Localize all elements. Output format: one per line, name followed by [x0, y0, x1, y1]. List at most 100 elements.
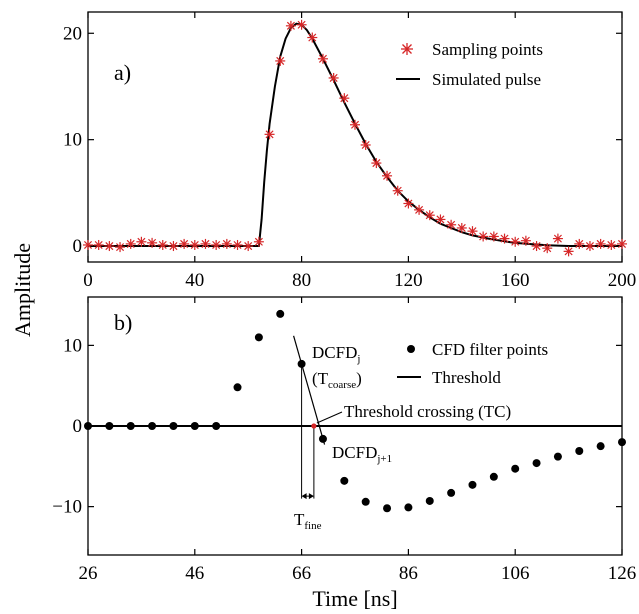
cfd-filter-point	[447, 488, 456, 497]
cfd-filter-point	[383, 504, 392, 513]
panel-a-series	[83, 19, 627, 257]
sampling-point	[93, 239, 104, 250]
cfd-filter-point	[511, 464, 520, 473]
sampling-point	[179, 238, 190, 249]
cfd-filter-point	[361, 497, 370, 506]
legend-sampling-marker	[401, 43, 413, 55]
sampling-point	[339, 93, 350, 104]
cfd-filter-point	[596, 442, 605, 451]
sampling-point	[200, 238, 211, 249]
sampling-point	[136, 236, 147, 247]
sampling-point	[435, 214, 446, 225]
cfd-filter-point	[553, 452, 562, 461]
sampling-point	[147, 237, 158, 248]
panel-a-legend: Sampling points Simulated pulse	[396, 40, 543, 89]
panel-a-xtick-label: 200	[608, 270, 637, 291]
sampling-point	[446, 219, 457, 230]
sampling-point	[584, 241, 595, 252]
panel-a-xtick-label: 120	[394, 270, 423, 291]
sampling-point	[264, 129, 275, 140]
cfd-filter-point	[254, 333, 263, 342]
sampling-point	[221, 238, 232, 249]
legend-cfd-label: CFD filter points	[432, 340, 548, 359]
cfd-filter-point	[126, 422, 135, 430]
panel-a: a) 0 40 80 120 160 200 0 10 20 Sampling points S…	[63, 11, 636, 291]
sampling-point	[531, 241, 542, 252]
sampling-point	[328, 72, 339, 83]
sampling-point	[510, 236, 521, 247]
panel-b-ytick-label: −10	[52, 497, 82, 518]
sampling-point	[168, 241, 179, 252]
cfd-filter-point	[425, 496, 434, 505]
panel-b-ytick-label: 10	[63, 335, 82, 356]
panel-b-xtick-label: 126	[608, 563, 637, 584]
cfd-filter-point	[404, 503, 413, 512]
sampling-point	[595, 238, 606, 249]
sampling-point	[424, 210, 435, 221]
sampling-point	[403, 198, 414, 209]
panel-b-label: b)	[114, 310, 132, 335]
panel-a-xtick-label: 40	[185, 270, 204, 291]
sampling-point	[243, 241, 254, 252]
legend-sampling-label: Sampling points	[432, 40, 543, 59]
panel-a-xtick-label: 160	[501, 270, 530, 291]
sampling-point	[189, 239, 200, 250]
panel-a-xtick-label: 0	[83, 270, 93, 291]
panel-b-xtick-label: 26	[79, 563, 98, 584]
sampling-point	[296, 19, 307, 30]
sampling-point	[617, 238, 627, 249]
cfd-filter-point	[148, 422, 157, 430]
sampling-point	[456, 222, 467, 233]
sampling-point	[275, 55, 286, 66]
panel-b-axes: 26 46 66 86 106 126 −10 0 10	[52, 297, 636, 584]
sampling-point	[467, 226, 478, 237]
cfd-filter-point	[532, 459, 541, 468]
legend-threshold-label: Threshold	[432, 368, 501, 387]
sampling-point	[360, 139, 371, 150]
sampling-point	[414, 204, 425, 215]
sampling-point	[115, 242, 126, 253]
cfd-filter-point	[169, 422, 178, 430]
sampling-point	[499, 233, 510, 244]
dcfd-j1-label: DCFDj+1	[332, 443, 392, 465]
sampling-point	[350, 119, 360, 130]
sampling-point	[382, 170, 393, 181]
panel-a-axes: 0 40 80 120 160 200 0 10 20	[63, 12, 636, 291]
panel-b-xtick-label: 106	[501, 563, 530, 584]
x-axis-label: Time [ns]	[312, 586, 397, 611]
cfd-filter-point	[340, 476, 349, 485]
sampling-point	[574, 238, 585, 249]
cfd-filter-point	[468, 480, 477, 489]
cfd-filter-point	[276, 309, 285, 318]
sampling-point	[371, 158, 382, 169]
legend-pulse-label: Simulated pulse	[432, 70, 541, 89]
sampling-point	[606, 239, 617, 250]
panel-b-legend: CFD filter points Threshold	[397, 340, 548, 387]
tfine-label: Tfine	[294, 510, 322, 532]
sampling-point	[317, 53, 328, 64]
sampling-point	[478, 231, 489, 242]
tfine-arrowhead-left	[301, 493, 307, 500]
panel-b-series	[84, 309, 626, 513]
sampling-point	[285, 20, 296, 31]
cfd-filter-point	[212, 422, 221, 430]
sampling-point	[552, 233, 563, 244]
panel-b-xtick-label: 46	[185, 563, 204, 584]
legend-cfd-marker	[407, 345, 415, 353]
panel-a-ytick-label: 0	[73, 236, 83, 257]
tcoarse-label: (Tcoarse)	[312, 369, 362, 391]
panel-a-frame	[87, 11, 623, 263]
panel-b-xtick-label: 66	[292, 563, 311, 584]
sampling-point	[307, 32, 318, 43]
panel-a-xtick-label: 80	[292, 270, 311, 291]
sampling-point	[211, 239, 222, 250]
panel-b-annotations: DCFDj (Tcoarse) DCFDj+1 Threshold crossing …	[293, 335, 511, 532]
sampling-point	[253, 236, 264, 247]
cfd-filter-point	[84, 422, 92, 430]
panel-a-label: a)	[114, 60, 131, 85]
tc-pointer-line	[316, 411, 343, 424]
panel-b-xtick-label: 86	[399, 563, 418, 584]
sampling-point	[520, 235, 531, 246]
sampling-point	[542, 243, 553, 254]
